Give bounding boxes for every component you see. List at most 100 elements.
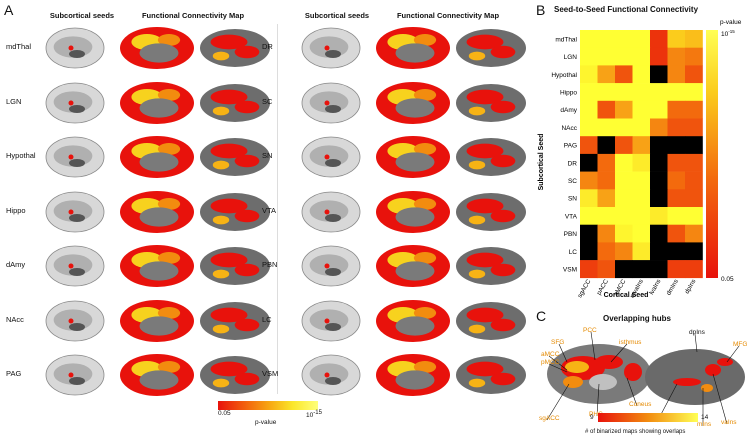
medial-map-dr bbox=[376, 27, 450, 69]
panel-c-letter: C bbox=[536, 308, 547, 324]
heatmap-ytick: PAG bbox=[564, 143, 577, 150]
heatmap-cell bbox=[615, 30, 633, 48]
heatmap-cell bbox=[685, 136, 703, 155]
seed-brain-nacc bbox=[45, 300, 105, 341]
heatmap-cell bbox=[650, 189, 668, 208]
lateral-map-lgn bbox=[200, 83, 270, 122]
heatmap-cell bbox=[615, 207, 633, 225]
heatmap-title: Seed-to-Seed Functional Connectivity bbox=[554, 5, 699, 14]
heatmap-cell bbox=[597, 171, 616, 190]
left-seeds-header: Subcortical seeds bbox=[49, 11, 115, 20]
hub-label-amcc: aMCC bbox=[541, 351, 560, 358]
heatmap-cell bbox=[667, 83, 686, 102]
heatmap-cell bbox=[650, 47, 668, 66]
medial-map-nacc bbox=[120, 299, 194, 342]
heatmap-cell bbox=[667, 65, 686, 84]
hub-pointer bbox=[548, 363, 568, 373]
seed-brain-pag bbox=[45, 354, 105, 396]
seed-brain-sc bbox=[301, 82, 361, 123]
heatmap-cell bbox=[580, 47, 598, 66]
heatmap-cell bbox=[597, 224, 616, 243]
heatmap-cell bbox=[685, 171, 703, 190]
seed-brain-pbn bbox=[301, 245, 361, 287]
seed-heatmap: mdThal LGN Hypothal Hippo dAmy NAcc PAG DR SC SN V… bbox=[538, 19, 742, 299]
heatmap-cell bbox=[667, 207, 686, 225]
right-map-header: Functional Connectivity Map bbox=[396, 11, 500, 20]
heatmap-cell bbox=[632, 136, 651, 155]
hub-label-dpins: dpIns bbox=[689, 329, 706, 336]
hub-pointer bbox=[626, 377, 638, 407]
medial-map-pbn bbox=[376, 245, 450, 287]
heatmap-cell bbox=[580, 118, 598, 137]
hub-label-vains: vaIns bbox=[721, 419, 737, 426]
seed-label-sc: SC bbox=[262, 96, 273, 106]
seed-label-lgn: LGN bbox=[6, 96, 22, 106]
heatmap-cell bbox=[597, 153, 616, 172]
heatmap-cell bbox=[615, 47, 633, 66]
heatmap-cell bbox=[685, 260, 703, 279]
seed-brain-lc bbox=[301, 300, 361, 341]
heatmap-cell bbox=[632, 189, 651, 208]
heatmap-cell bbox=[667, 189, 686, 208]
hub-pointer bbox=[596, 383, 600, 417]
medial-map-pag bbox=[120, 354, 194, 396]
heatmap-xtick: dpIns bbox=[684, 278, 698, 295]
hub-pointer bbox=[610, 343, 628, 363]
hub-pointer bbox=[712, 373, 728, 425]
overlap-title: Overlapping hubs bbox=[603, 314, 672, 323]
overlap-colorbar bbox=[598, 413, 698, 422]
hub-pointer bbox=[546, 383, 570, 421]
heatmap-cell bbox=[685, 224, 703, 243]
heatmap-ytick: Hypothal bbox=[551, 72, 577, 79]
seed-brain-mdthal bbox=[45, 27, 105, 69]
seed-label-vta: VTA bbox=[262, 205, 277, 215]
seed-label-hypothal: Hypothal bbox=[6, 151, 36, 160]
heatmap-cell bbox=[580, 83, 598, 102]
medial-map-sc bbox=[376, 81, 450, 124]
heatmap-ytick: SN bbox=[568, 196, 577, 203]
medial-map-sn bbox=[376, 136, 450, 178]
heatmap-ytick: SC bbox=[568, 178, 577, 185]
lateral-map-lc bbox=[456, 301, 526, 340]
heatmap-cell bbox=[650, 207, 668, 225]
hub-pointer bbox=[558, 343, 568, 363]
seed-label-sn: SN bbox=[262, 151, 273, 160]
medial-map-hypothal bbox=[120, 136, 194, 178]
panel-b-letter: B bbox=[536, 2, 546, 18]
heatmap-cell bbox=[632, 30, 651, 48]
heatmap-cell bbox=[685, 118, 703, 137]
heatmap-xtick: sgACC bbox=[576, 278, 592, 299]
hub-pointer bbox=[726, 345, 740, 363]
heatmap-ytick: LC bbox=[569, 249, 578, 256]
heatmap-cell bbox=[632, 224, 651, 243]
hub-label-pmcc: pMCC bbox=[541, 359, 560, 366]
heatmap-cell bbox=[667, 47, 686, 66]
hub-pointer bbox=[590, 331, 596, 361]
heatmap-cell bbox=[667, 153, 686, 172]
heatmap-cell bbox=[580, 171, 598, 190]
panel-a-colorbar bbox=[218, 401, 318, 410]
heatmap-xtick: lvaIns bbox=[648, 278, 662, 296]
heatmap-cell bbox=[597, 83, 616, 102]
seed-label-hippo: Hippo bbox=[6, 205, 26, 215]
heatmap-ytick: DR bbox=[568, 160, 578, 167]
seed-brain-damy bbox=[45, 245, 105, 287]
heatmap-cell bbox=[580, 224, 598, 243]
heatmap-xtick: dmIns bbox=[665, 278, 680, 296]
seed-brain-sn bbox=[301, 136, 361, 178]
heatmap-cell bbox=[597, 260, 616, 279]
right-seeds-header: Subcortical seeds bbox=[304, 11, 370, 20]
medial-map-mdthal bbox=[120, 27, 194, 69]
heatmap-cell bbox=[615, 118, 633, 137]
seed-label-nacc: NAcc bbox=[6, 314, 24, 324]
heatmap-cell bbox=[615, 189, 633, 208]
hub-pointer bbox=[694, 333, 698, 353]
seed-brain-lgn bbox=[45, 82, 105, 123]
lateral-map-hypothal bbox=[200, 138, 270, 176]
heatmap-cell bbox=[650, 224, 668, 243]
heatmap-cell bbox=[667, 242, 686, 261]
seed-label-damy: dAmy bbox=[6, 260, 26, 269]
medial-map-vsm bbox=[376, 354, 450, 396]
heatmap-ytick: LGN bbox=[564, 54, 578, 61]
heatmap-cell bbox=[685, 65, 703, 84]
